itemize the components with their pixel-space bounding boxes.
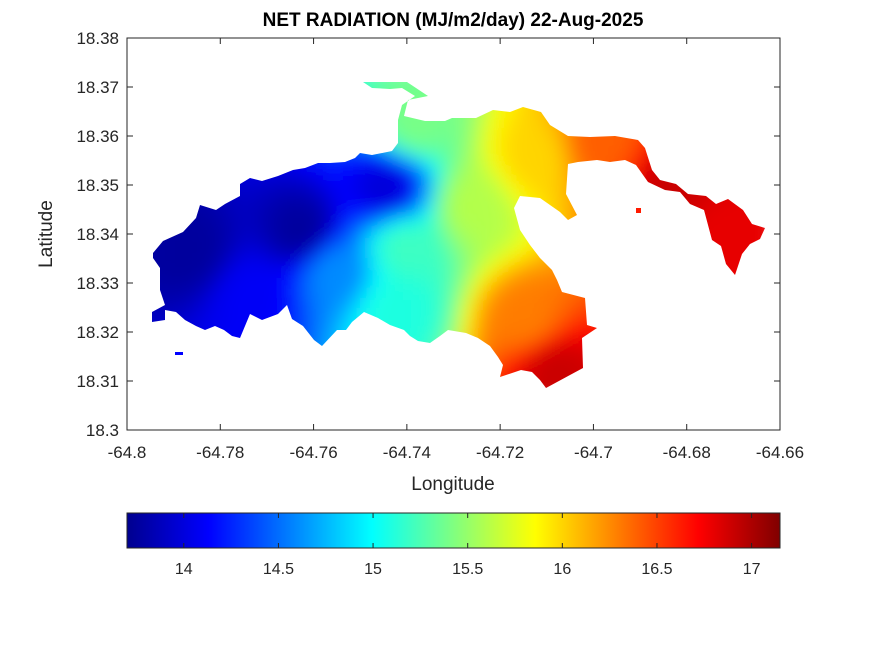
colorbar: 14 14.5 15 15.5 16 16.5 17 xyxy=(126,512,781,578)
colorbar-tick-label: 14.5 xyxy=(263,561,294,578)
x-tick-label: -64.7 xyxy=(574,443,613,462)
x-axis: -64.8 -64.78 -64.76 -64.74 -64.72 -64.7 -64.68… xyxy=(108,38,804,462)
y-tick-label: 18.36 xyxy=(76,127,119,146)
y-axis-label: Latitude xyxy=(36,200,57,268)
colorbar-ticks: 14 14.5 15 15.5 16 16.5 17 xyxy=(175,513,761,578)
colorbar-tick-label: 15 xyxy=(364,561,382,578)
x-tick-label: -64.66 xyxy=(756,443,804,462)
x-tick-label: -64.76 xyxy=(289,443,337,462)
x-tick-label: -64.68 xyxy=(663,443,711,462)
y-tick-label: 18.37 xyxy=(76,78,119,97)
y-tick-label: 18.35 xyxy=(76,176,119,195)
chart-title: NET RADIATION (MJ/m2/day) 22-Aug-2025 xyxy=(263,10,644,31)
x-axis-label: Longitude xyxy=(411,474,494,495)
colorbar-gradient xyxy=(126,512,781,549)
y-tick-label: 18.33 xyxy=(76,274,119,293)
colorbar-tick-label: 15.5 xyxy=(452,561,483,578)
y-axis: 18.3 18.31 18.32 18.33 18.34 18.35 18.36 18.37 1… xyxy=(76,29,780,440)
y-tick-label: 18.34 xyxy=(76,225,119,244)
x-tick-label: -64.74 xyxy=(383,443,431,462)
y-tick-label: 18.38 xyxy=(76,29,119,48)
colorbar-tick-label: 16.5 xyxy=(641,561,672,578)
islet-east xyxy=(636,208,641,213)
x-tick-label: -64.78 xyxy=(196,443,244,462)
colorbar-tick-label: 16 xyxy=(553,561,571,578)
x-tick-label: -64.8 xyxy=(108,443,147,462)
y-tick-label: 18.31 xyxy=(76,372,119,391)
x-tick-label: -64.72 xyxy=(476,443,524,462)
colorbar-tick-label: 17 xyxy=(743,561,761,578)
islet-west xyxy=(175,352,183,355)
y-tick-label: 18.3 xyxy=(86,421,119,440)
colorbar-tick-label: 14 xyxy=(175,561,193,578)
y-tick-label: 18.32 xyxy=(76,323,119,342)
